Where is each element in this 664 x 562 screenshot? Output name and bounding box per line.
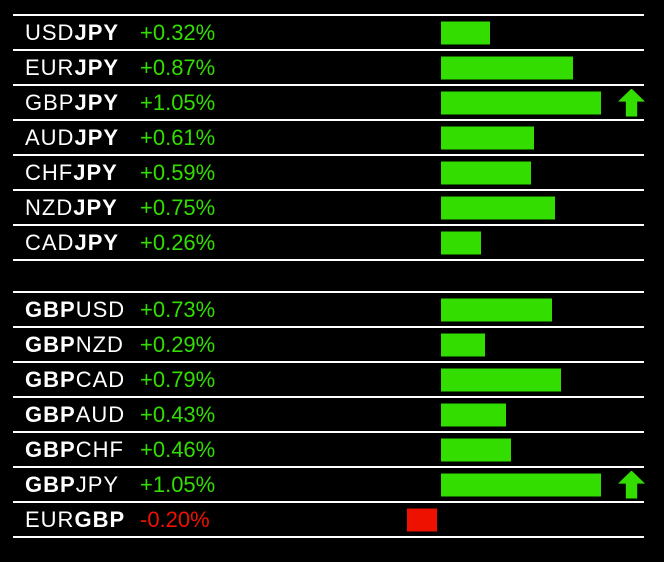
up-arrow-icon xyxy=(618,88,645,117)
strength-bar xyxy=(441,126,534,149)
pair-base-currency: CAD xyxy=(25,230,75,255)
change-percent: +0.32% xyxy=(140,20,216,45)
up-arrow-icon xyxy=(618,470,645,499)
pair-name: USDJPY xyxy=(25,16,119,49)
pair-name: EURJPY xyxy=(25,51,119,84)
pair-base-currency: GBP xyxy=(25,332,76,357)
change-percent: +0.59% xyxy=(140,160,216,185)
pair-name: CADJPY xyxy=(25,226,119,259)
pair-quote-currency: JPY xyxy=(74,20,120,45)
pair-name: EURGBP xyxy=(25,503,125,536)
pair-quote-currency: CAD xyxy=(75,367,126,392)
strength-bar xyxy=(407,508,437,531)
change-percent: +0.43% xyxy=(140,402,216,427)
pair-base-currency: GBP xyxy=(25,90,75,115)
change-percent: +0.75% xyxy=(140,195,216,220)
pair-name: CHFJPY xyxy=(25,156,118,189)
strength-bar xyxy=(441,473,601,496)
pair-row-chfjpy: CHFJPY +0.59% xyxy=(13,156,644,191)
pair-quote-currency: NZD xyxy=(75,332,124,357)
strength-bar xyxy=(441,21,490,44)
pair-name: NZDJPY xyxy=(25,191,118,224)
pair-base-currency: GBP xyxy=(25,472,76,497)
pair-name: GBPCHF xyxy=(25,433,124,466)
pair-row-usdjpy: USDJPY +0.32% xyxy=(13,16,644,51)
pair-quote-currency: JPY xyxy=(74,230,120,255)
pair-row-gbpjpy: GBPJPY +1.05% xyxy=(13,468,645,503)
pair-row-gbpchf: GBPCHF +0.46% xyxy=(13,433,644,468)
pair-base-currency: EUR xyxy=(25,507,75,532)
pair-name: GBPUSD xyxy=(25,293,125,326)
strength-bar xyxy=(441,403,506,426)
pair-base-currency: GBP xyxy=(25,297,76,322)
pair-row-eurgbp: EURGBP -0.20% xyxy=(13,503,644,538)
pair-quote-currency: GBP xyxy=(74,507,126,532)
pair-row-gbpusd: GBPUSD +0.73% xyxy=(13,293,644,328)
pair-quote-currency: JPY xyxy=(74,55,120,80)
pair-base-currency: EUR xyxy=(25,55,75,80)
pair-base-currency: USD xyxy=(25,20,75,45)
strength-bar xyxy=(441,231,481,254)
pair-quote-currency: JPY xyxy=(73,160,118,185)
pair-row-gbpaud: GBPAUD +0.43% xyxy=(13,398,644,433)
change-percent: -0.20% xyxy=(140,507,210,532)
pair-name: GBPAUD xyxy=(25,398,125,431)
strength-bar xyxy=(441,196,555,219)
pair-name: GBPJPY xyxy=(25,468,119,501)
change-percent: +0.26% xyxy=(140,230,216,255)
pair-quote-currency: JPY xyxy=(75,472,120,497)
strength-bar xyxy=(441,161,531,184)
strength-bar xyxy=(441,298,552,321)
pair-row-audjpy: AUDJPY +0.61% xyxy=(13,121,644,156)
gbp-pairs-section: GBPUSD +0.73% GBPNZD +0.29% GBPCAD +0.79… xyxy=(13,291,645,538)
change-percent: +0.46% xyxy=(140,437,216,462)
change-percent: +0.79% xyxy=(140,367,216,392)
pair-row-cadjpy: CADJPY +0.26% xyxy=(13,226,644,261)
pair-row-gbpnzd: GBPNZD +0.29% xyxy=(13,328,644,363)
pair-row-gbpjpy: GBPJPY +1.05% xyxy=(13,86,645,121)
strength-bar xyxy=(441,56,573,79)
pair-name: GBPNZD xyxy=(25,328,124,361)
pair-row-eurjpy: EURJPY +0.87% xyxy=(13,51,644,86)
pair-base-currency: NZD xyxy=(25,195,74,220)
pair-row-nzdjpy: NZDJPY +0.75% xyxy=(13,191,644,226)
change-percent: +0.87% xyxy=(140,55,216,80)
section-gap xyxy=(13,261,644,291)
pair-name: GBPCAD xyxy=(25,363,125,396)
pair-quote-currency: USD xyxy=(75,297,126,322)
change-percent: +1.05% xyxy=(140,472,216,497)
pair-quote-currency: AUD xyxy=(75,402,126,427)
pair-base-currency: AUD xyxy=(25,125,75,150)
pair-base-currency: GBP xyxy=(25,437,76,462)
strength-bar xyxy=(441,438,511,461)
pair-base-currency: CHF xyxy=(25,160,74,185)
currency-strength-board: USDJPY +0.32% EURJPY +0.87% GBPJPY +1.05… xyxy=(13,14,645,538)
change-percent: +1.05% xyxy=(140,90,216,115)
change-percent: +0.73% xyxy=(140,297,216,322)
change-percent: +0.29% xyxy=(140,332,216,357)
pair-name: AUDJPY xyxy=(25,121,119,154)
pair-base-currency: GBP xyxy=(25,402,76,427)
pair-quote-currency: JPY xyxy=(74,90,120,115)
strength-bar xyxy=(441,333,485,356)
strength-bar xyxy=(441,368,561,391)
pair-base-currency: GBP xyxy=(25,367,76,392)
pair-row-gbpcad: GBPCAD +0.79% xyxy=(13,363,644,398)
strength-bar xyxy=(441,91,601,114)
change-percent: +0.61% xyxy=(140,125,216,150)
pair-quote-currency: CHF xyxy=(75,437,124,462)
jpy-pairs-section: USDJPY +0.32% EURJPY +0.87% GBPJPY +1.05… xyxy=(13,14,645,261)
pair-quote-currency: JPY xyxy=(73,195,118,220)
pair-quote-currency: JPY xyxy=(74,125,120,150)
pair-name: GBPJPY xyxy=(25,86,119,119)
